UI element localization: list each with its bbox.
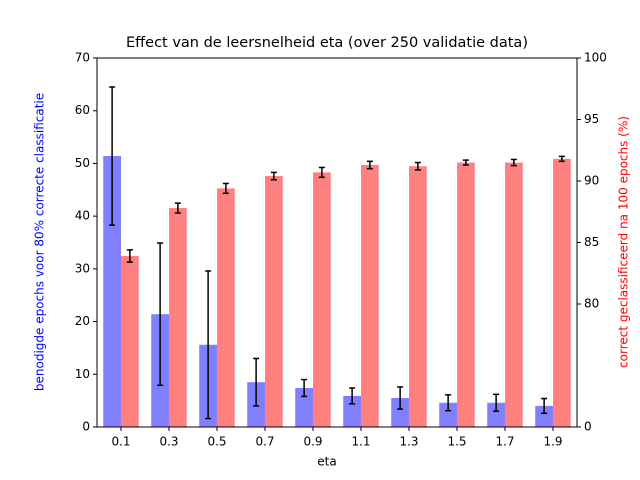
error-bar [318,166,325,179]
error-bar [445,394,452,412]
error-bar [126,249,133,263]
y2-tick-label: 95 [584,112,599,126]
bar [217,188,235,427]
x-tick-label: 1.5 [447,435,466,449]
bar [535,405,553,427]
bar [457,162,475,428]
error-bar [157,242,164,387]
error-bar [222,182,229,195]
y2-tick-label: 0 [584,420,592,434]
x-tick-label: 1.9 [543,435,562,449]
error-bar [397,386,404,410]
y2-tick-label: 85 [584,235,599,249]
bar [103,156,121,427]
y-tick-label: 40 [75,209,90,223]
x-tick-label: 0.1 [111,435,130,449]
error-bar [414,161,421,171]
bar [487,402,505,427]
bar [361,165,379,427]
error-bar [174,202,181,214]
x-tick-label: 0.7 [255,435,274,449]
x-axis-label: eta [317,455,336,469]
x-tick-label: 0.5 [207,435,226,449]
y-tick-label: 50 [75,156,90,170]
y2-tick-label: 90 [584,174,599,188]
y-tick-label: 60 [75,103,90,117]
error-bar [349,387,356,405]
bar [505,162,523,428]
x-tick-label: 0.9 [303,435,322,449]
bar [169,208,187,427]
y-tick-label: 0 [82,420,90,434]
y-tick-label: 70 [75,51,90,65]
y2-tick-label: 100 [584,51,607,65]
bar [409,166,427,428]
bar [295,387,313,427]
y-tick-label: 20 [75,314,90,328]
bar [121,256,139,427]
error-bar [462,159,469,166]
plot-frame [96,57,578,428]
x-tick-label: 1.1 [351,435,370,449]
error-bar [205,270,212,420]
error-bar [510,158,517,167]
x-tick-label: 0.3 [159,435,178,449]
error-bar [253,357,260,407]
x-tick-label: 1.3 [399,435,418,449]
bar [439,402,457,427]
error-bar [493,393,500,412]
bar [265,176,283,427]
error-bar [301,378,308,398]
y-tick-label: 10 [75,367,90,381]
bar [343,395,361,427]
chart-title: Effect van de leersnelheid eta (over 250… [126,35,528,51]
error-bar [270,171,277,181]
y-tick-label: 30 [75,261,90,275]
bar [553,158,571,428]
error-bar [366,160,373,170]
y-axis-label: benodigde epochs voor 80% correcte class… [33,93,47,391]
error-bar [541,397,548,415]
bar [391,398,409,427]
error-bar [109,86,116,226]
y2-axis-label: correct geclassificeerd na 100 epochs (%… [617,116,631,368]
error-bar [558,155,565,163]
y2-tick-label: 80 [584,297,599,311]
x-tick-label: 1.7 [495,435,514,449]
bar [313,172,331,427]
